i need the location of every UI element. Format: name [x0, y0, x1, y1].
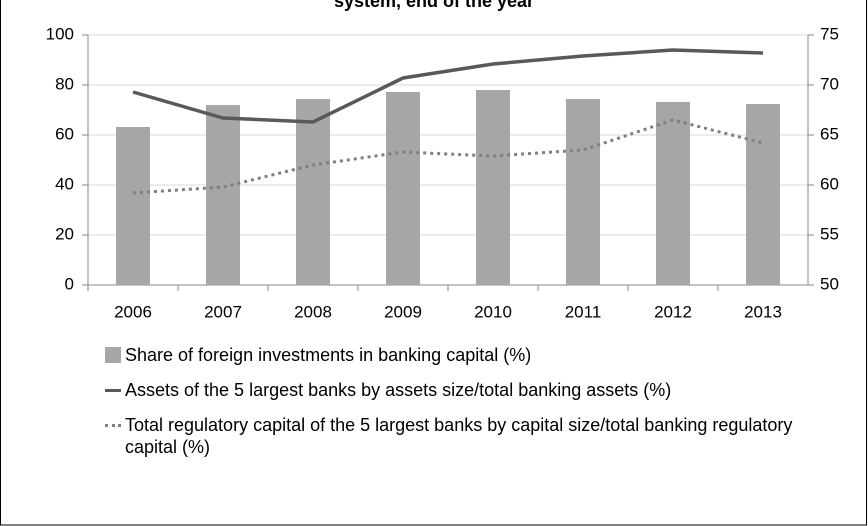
y-tick-label: 100	[46, 24, 74, 43]
y2-tick-label: 55	[820, 224, 839, 243]
x-tick-label: 2007	[204, 302, 242, 321]
x-tick-label: 2010	[474, 302, 512, 321]
legend-symbol	[105, 379, 121, 401]
bar	[116, 127, 150, 285]
x-tick-label: 2012	[654, 302, 692, 321]
line-series	[132, 118, 764, 195]
x-tick-label: 2009	[384, 302, 422, 321]
legend-label: Total regulatory capital of the 5 larges…	[125, 415, 793, 457]
y-tick-label: 80	[55, 74, 74, 93]
legend-item: Total regulatory capital of the 5 larges…	[105, 414, 845, 458]
legend-item: Assets of the 5 largest banks by assets …	[105, 379, 845, 401]
line-series	[132, 48, 764, 124]
legend-label: Share of foreign investments in banking …	[125, 345, 532, 365]
bar	[296, 99, 330, 285]
chart-title: system, end of the year	[334, 0, 534, 11]
bar	[746, 104, 780, 285]
bar	[386, 92, 420, 285]
y2-tick-label: 50	[820, 274, 839, 293]
bar	[566, 99, 600, 285]
y-tick-label: 60	[55, 124, 74, 143]
legend-label: Assets of the 5 largest banks by assets …	[125, 380, 672, 400]
legend-symbol	[105, 347, 121, 363]
y-tick-label: 20	[55, 224, 74, 243]
y-tick-label: 40	[55, 174, 74, 193]
x-tick-label: 2013	[744, 302, 782, 321]
bar	[656, 102, 690, 285]
x-tick-label: 2006	[114, 302, 152, 321]
y-tick-label: 0	[65, 274, 74, 293]
y2-tick-label: 60	[820, 174, 839, 193]
x-tick-label: 2011	[565, 302, 602, 321]
legend-item: Share of foreign investments in banking …	[105, 344, 845, 366]
y2-tick-label: 75	[820, 24, 839, 43]
y2-tick-label: 65	[820, 124, 839, 143]
y2-tick-label: 70	[820, 74, 839, 93]
legend-symbol	[105, 414, 121, 436]
bar	[206, 105, 240, 285]
x-tick-label: 2008	[294, 302, 332, 321]
bar	[476, 90, 510, 285]
